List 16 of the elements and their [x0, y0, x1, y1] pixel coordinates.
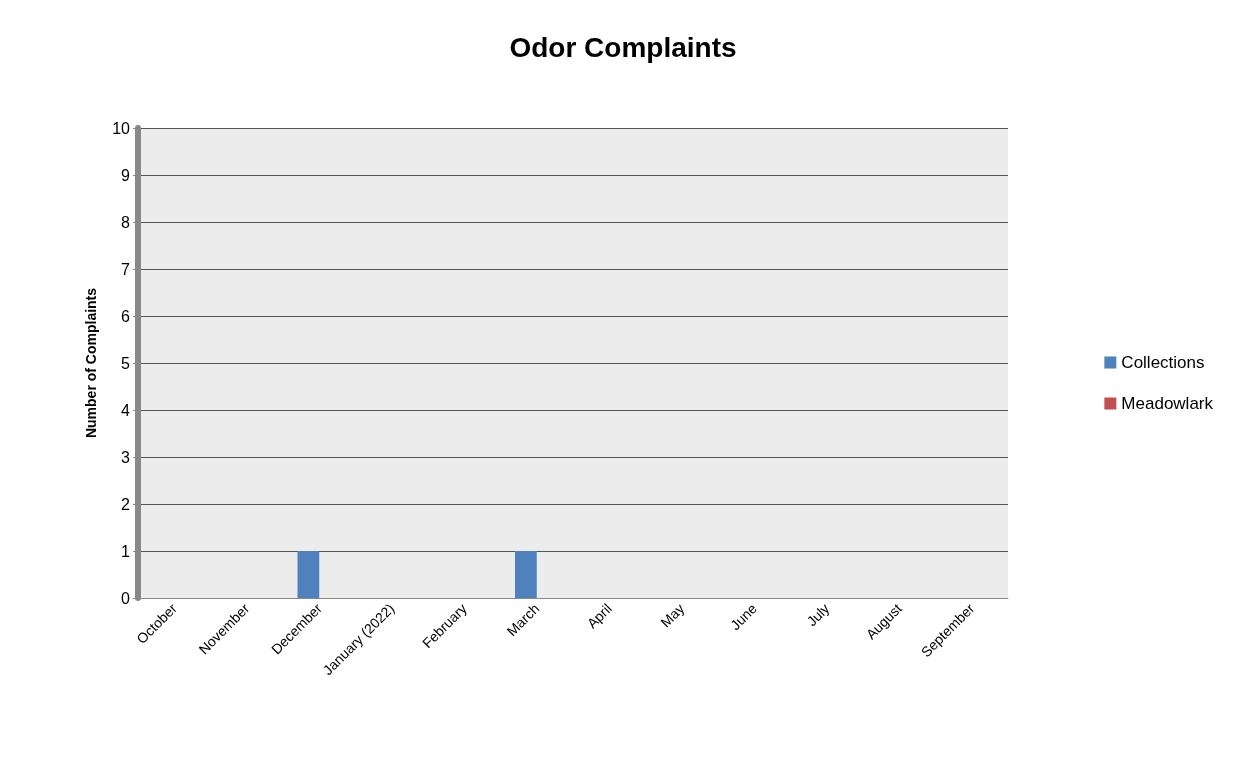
- y-tick-label: 10: [112, 119, 131, 137]
- chart-title: Odor Complaints: [509, 31, 737, 63]
- y-tick-label: 6: [121, 307, 131, 325]
- y-tick-label: 4: [121, 401, 131, 419]
- y-tick-label: 1: [121, 542, 131, 560]
- legend-label: Meadowlark: [1121, 394, 1214, 413]
- y-tick-label: 0: [121, 589, 131, 607]
- y-tick-label: 8: [121, 213, 131, 231]
- y-axis-title: Number of Complaints: [83, 287, 99, 439]
- y-tick-label: 5: [121, 354, 131, 372]
- y-tick-label: 3: [121, 448, 131, 466]
- legend-label: Collections: [1121, 353, 1205, 372]
- y-tick-label: 2: [121, 495, 131, 513]
- x-tick-label: July: [803, 600, 833, 630]
- y-tick-label: 7: [121, 260, 131, 278]
- y-tick-label: 9: [121, 166, 131, 184]
